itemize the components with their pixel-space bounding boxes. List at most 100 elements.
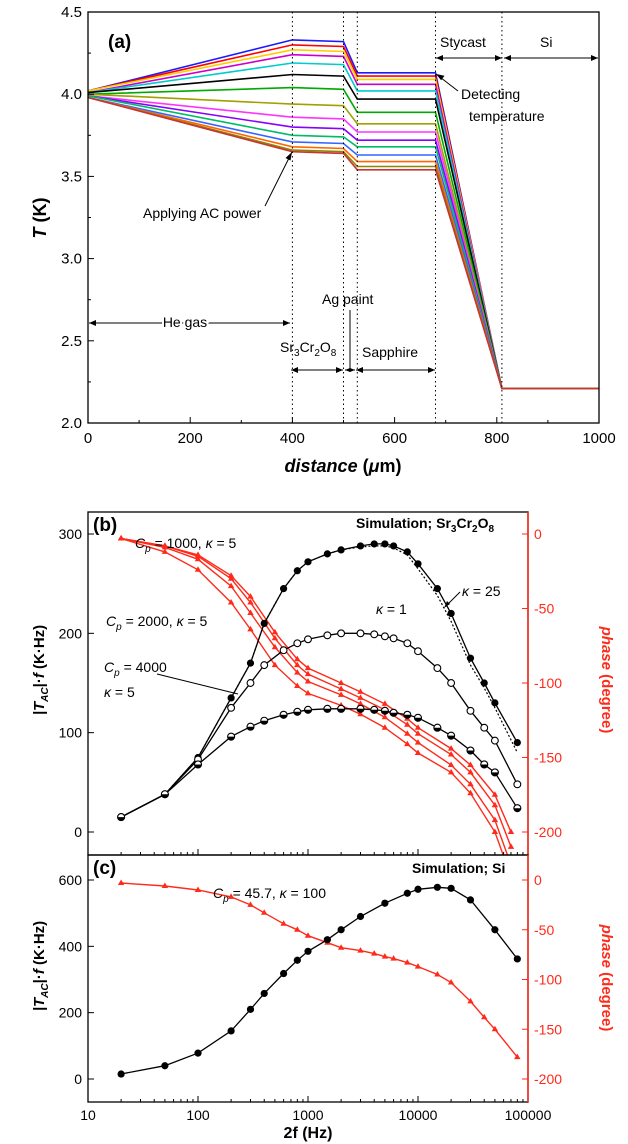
panel-b: 0 100 200 300 0 -50 -100 -150 -200 (b) Simulatio… bbox=[31, 511, 615, 856]
phase-marker bbox=[357, 947, 364, 953]
amplitude-marker-half bbox=[381, 710, 389, 715]
amplitude-marker bbox=[304, 947, 312, 955]
amplitude-marker bbox=[414, 560, 422, 568]
amplitude-marker bbox=[337, 629, 346, 638]
label-temperature: temperature bbox=[469, 108, 545, 124]
amplitude-marker bbox=[370, 630, 379, 639]
phase-marker bbox=[304, 664, 312, 671]
amplitude-marker bbox=[260, 661, 269, 670]
x-tick-label: 200 bbox=[178, 430, 203, 447]
amplitude-marker-half bbox=[280, 714, 288, 719]
phase-marker bbox=[491, 816, 499, 823]
phase-marker bbox=[414, 963, 422, 969]
phase-marker bbox=[447, 761, 455, 767]
amplitude-marker-half bbox=[370, 709, 378, 714]
y2-tick-label: -100 bbox=[534, 972, 562, 988]
panel-b-label: (b) bbox=[93, 515, 117, 536]
phase-marker bbox=[357, 700, 364, 706]
amplitude-marker bbox=[389, 542, 398, 550]
phase-marker bbox=[304, 932, 312, 938]
x-tick-label: 100000 bbox=[505, 1107, 552, 1123]
amplitude-marker bbox=[260, 989, 268, 998]
amplitude-marker bbox=[466, 896, 475, 904]
phase-marker bbox=[507, 843, 515, 849]
amplitude-marker bbox=[260, 619, 268, 628]
amplitude-line-si bbox=[120, 886, 518, 1075]
y-tick-label: 0 bbox=[74, 824, 82, 840]
amplitude-marker bbox=[279, 646, 288, 655]
phase-marker bbox=[337, 691, 345, 697]
amplitude-marker bbox=[293, 639, 302, 648]
phase-marker bbox=[404, 721, 411, 727]
phase-marker bbox=[117, 879, 125, 885]
temperature-profile-4 bbox=[87, 53, 599, 390]
phase-marker bbox=[467, 789, 474, 796]
phase-marker bbox=[371, 950, 378, 956]
panel-b-title: Simulation; Sr3Cr2O8 bbox=[356, 515, 494, 535]
amplitude-marker-half bbox=[433, 727, 441, 732]
region-ag-paint: Ag paint bbox=[322, 291, 373, 372]
amplitude-line-1 bbox=[120, 543, 518, 818]
phase-marker bbox=[194, 566, 202, 572]
y-tick-label: 100 bbox=[59, 725, 83, 741]
phase-marker bbox=[404, 730, 411, 736]
phase-marker bbox=[294, 682, 301, 688]
panel-c: 10 100 1000 10000 100000 0 200 400 600 0 -50 -100 -1… bbox=[31, 854, 615, 1142]
y-tick-label: 3.5 bbox=[61, 168, 82, 185]
amplitude-marker bbox=[466, 706, 475, 715]
amplitude-marker bbox=[447, 884, 455, 892]
amplitude-marker bbox=[293, 567, 301, 575]
y-tick-label: 400 bbox=[59, 938, 83, 954]
phase-marker bbox=[404, 959, 411, 965]
amplitude-marker bbox=[293, 956, 301, 964]
phase-marker bbox=[467, 780, 474, 787]
amplitude-marker bbox=[161, 1062, 169, 1070]
label-applying-ac-power: Applying AC power bbox=[143, 205, 262, 221]
panel-c-label: (c) bbox=[93, 858, 116, 879]
amplitude-line-2 bbox=[120, 632, 518, 818]
amplitude-marker-half bbox=[293, 711, 301, 716]
amplitude-marker-half bbox=[390, 712, 398, 717]
label-sapphire: Sapphire bbox=[362, 344, 418, 360]
amplitude-marker bbox=[513, 739, 521, 747]
phase-marker bbox=[357, 710, 364, 717]
x-tick-label: 0 bbox=[84, 430, 92, 447]
phase-marker bbox=[381, 953, 389, 959]
y-tick-label: 3.0 bbox=[61, 251, 82, 268]
phase-marker bbox=[161, 543, 169, 550]
y-tick-label: 2.0 bbox=[61, 415, 82, 432]
phase-marker bbox=[227, 572, 235, 578]
panel-a-ticks: 0 200 400 600 800 1000 2.0 2.5 3.0 3.5 4.0 4.5 bbox=[61, 4, 616, 447]
phase-marker bbox=[194, 555, 202, 562]
phase-line-3 bbox=[120, 537, 509, 855]
phase-marker bbox=[447, 751, 455, 757]
label-kappa25: κ = 25 bbox=[462, 583, 501, 599]
amplitude-marker bbox=[323, 550, 331, 558]
phase-marker bbox=[247, 625, 254, 632]
phase-marker bbox=[261, 909, 268, 915]
phase-marker bbox=[227, 893, 235, 899]
phase-marker bbox=[337, 679, 345, 685]
phase-marker bbox=[117, 535, 125, 541]
amplitude-marker bbox=[323, 936, 331, 944]
phase-marker bbox=[304, 689, 312, 696]
amplitude-marker bbox=[356, 629, 365, 638]
phase-marker bbox=[491, 801, 499, 808]
phase-marker bbox=[514, 1053, 521, 1060]
y2-tick-label: -200 bbox=[534, 1071, 562, 1087]
phase-marker bbox=[194, 886, 202, 892]
amplitude-marker-half bbox=[260, 720, 268, 725]
x-tick-label: 1000 bbox=[582, 430, 615, 447]
phase-marker bbox=[280, 920, 287, 926]
amplitude-marker bbox=[491, 699, 499, 707]
panel-a-label: (a) bbox=[108, 32, 131, 53]
amplitude-marker bbox=[480, 723, 489, 732]
phase-marker bbox=[247, 609, 254, 615]
amplitude-marker-half bbox=[323, 708, 331, 713]
phase-marker bbox=[467, 761, 474, 767]
amplitude-marker bbox=[389, 634, 398, 643]
amplitude-marker bbox=[279, 585, 288, 593]
amplitude-marker bbox=[337, 546, 345, 554]
amplitude-marker-half bbox=[513, 808, 521, 812]
amplitude-marker bbox=[117, 1070, 125, 1078]
